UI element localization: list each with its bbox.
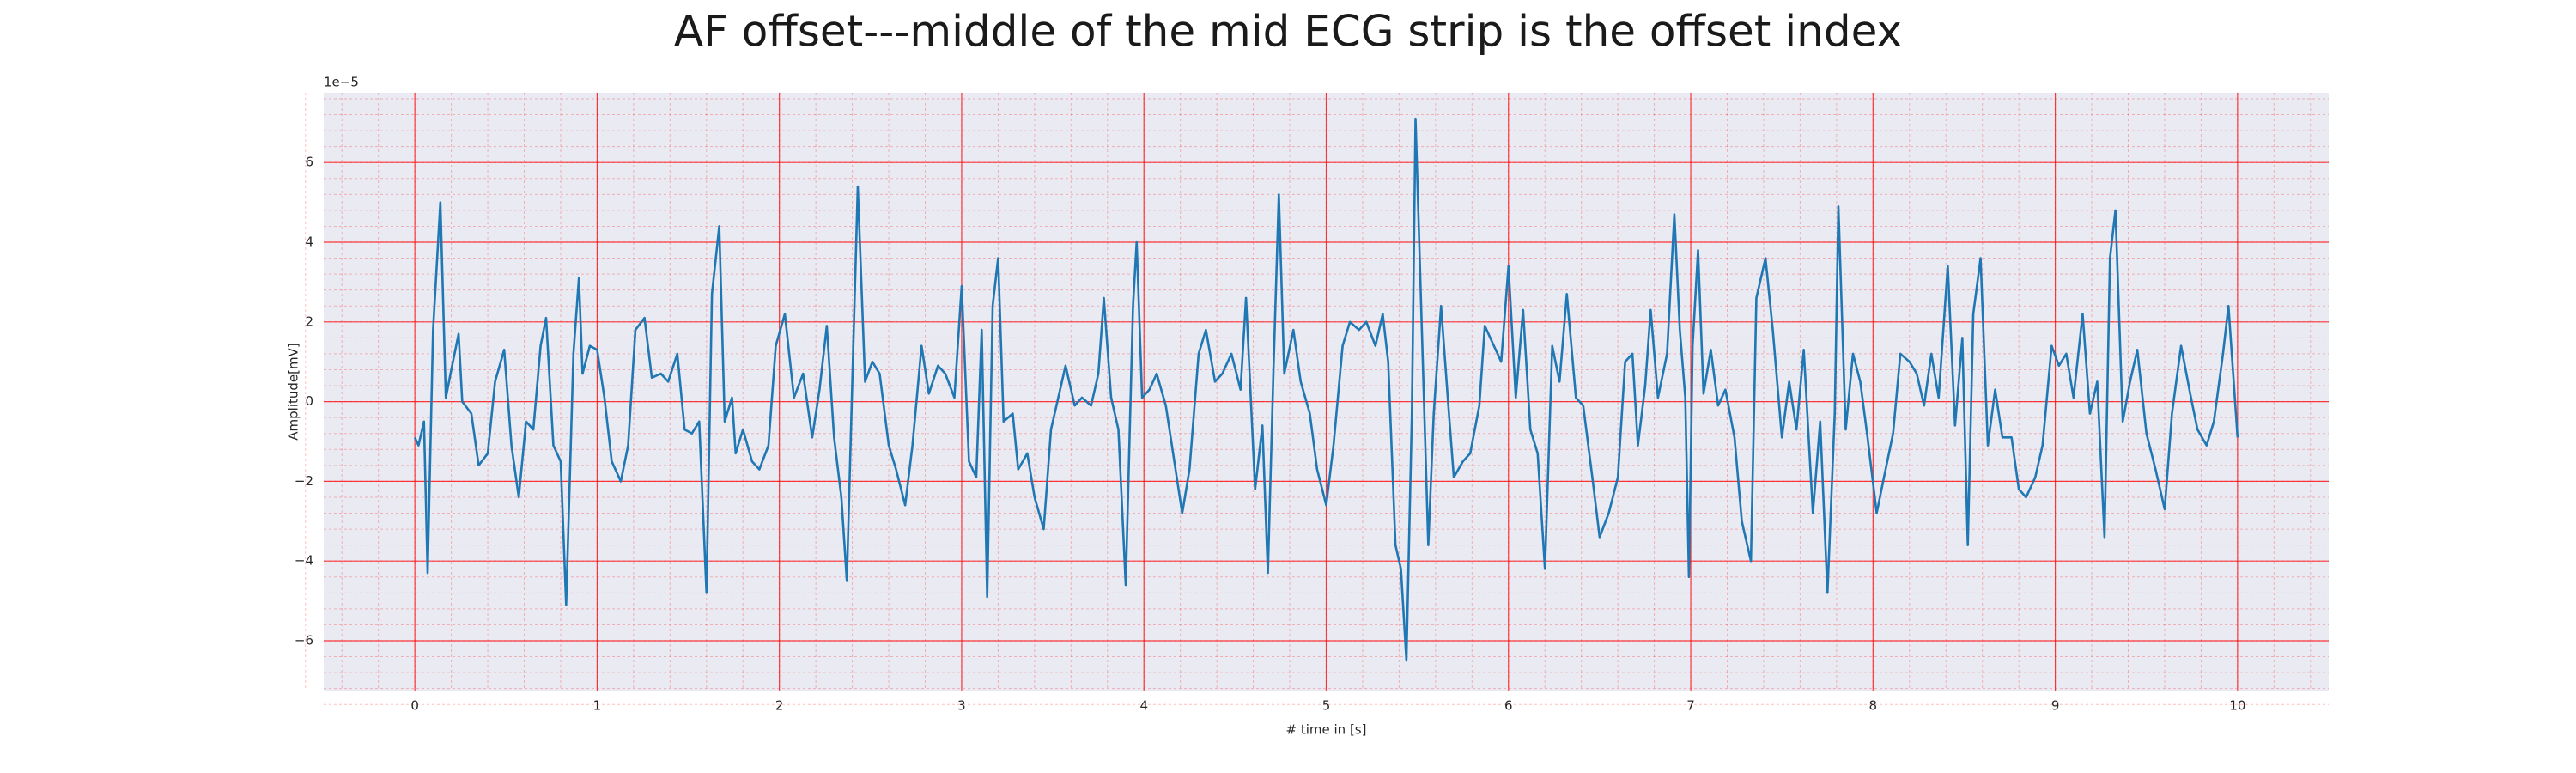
ecg-line: [413, 117, 2239, 662]
x-tick-label: 0: [410, 698, 419, 714]
y-tick-label: 0: [305, 393, 313, 409]
y-offset-label: 1e−5: [324, 75, 359, 90]
y-tick-label: −2: [295, 473, 313, 489]
x-tick-label: 1: [593, 698, 602, 714]
y-tick-label: 4: [305, 234, 313, 250]
x-axis-label: # time in [s]: [1286, 722, 1367, 738]
x-tick-label: 8: [1869, 698, 1878, 714]
x-tick-label: 3: [957, 698, 966, 714]
x-tick-label: 6: [1504, 698, 1513, 714]
x-tick-label: 7: [1686, 698, 1695, 714]
x-tick-label: 10: [2229, 698, 2245, 714]
y-tick-label: −4: [295, 553, 313, 569]
x-tick-label: 4: [1139, 698, 1148, 714]
y-tick-label: −6: [295, 633, 313, 648]
x-tick-label: 9: [2051, 698, 2060, 714]
chart-title: AF offset---middle of the mid ECG strip …: [674, 7, 1902, 57]
y-tick-label: 6: [305, 155, 313, 170]
x-tick-label: 2: [775, 698, 784, 714]
x-tick-label: 5: [1322, 698, 1331, 714]
y-tick-label: 2: [305, 313, 313, 329]
y-axis-label: Amplitude[mV]: [286, 343, 301, 440]
